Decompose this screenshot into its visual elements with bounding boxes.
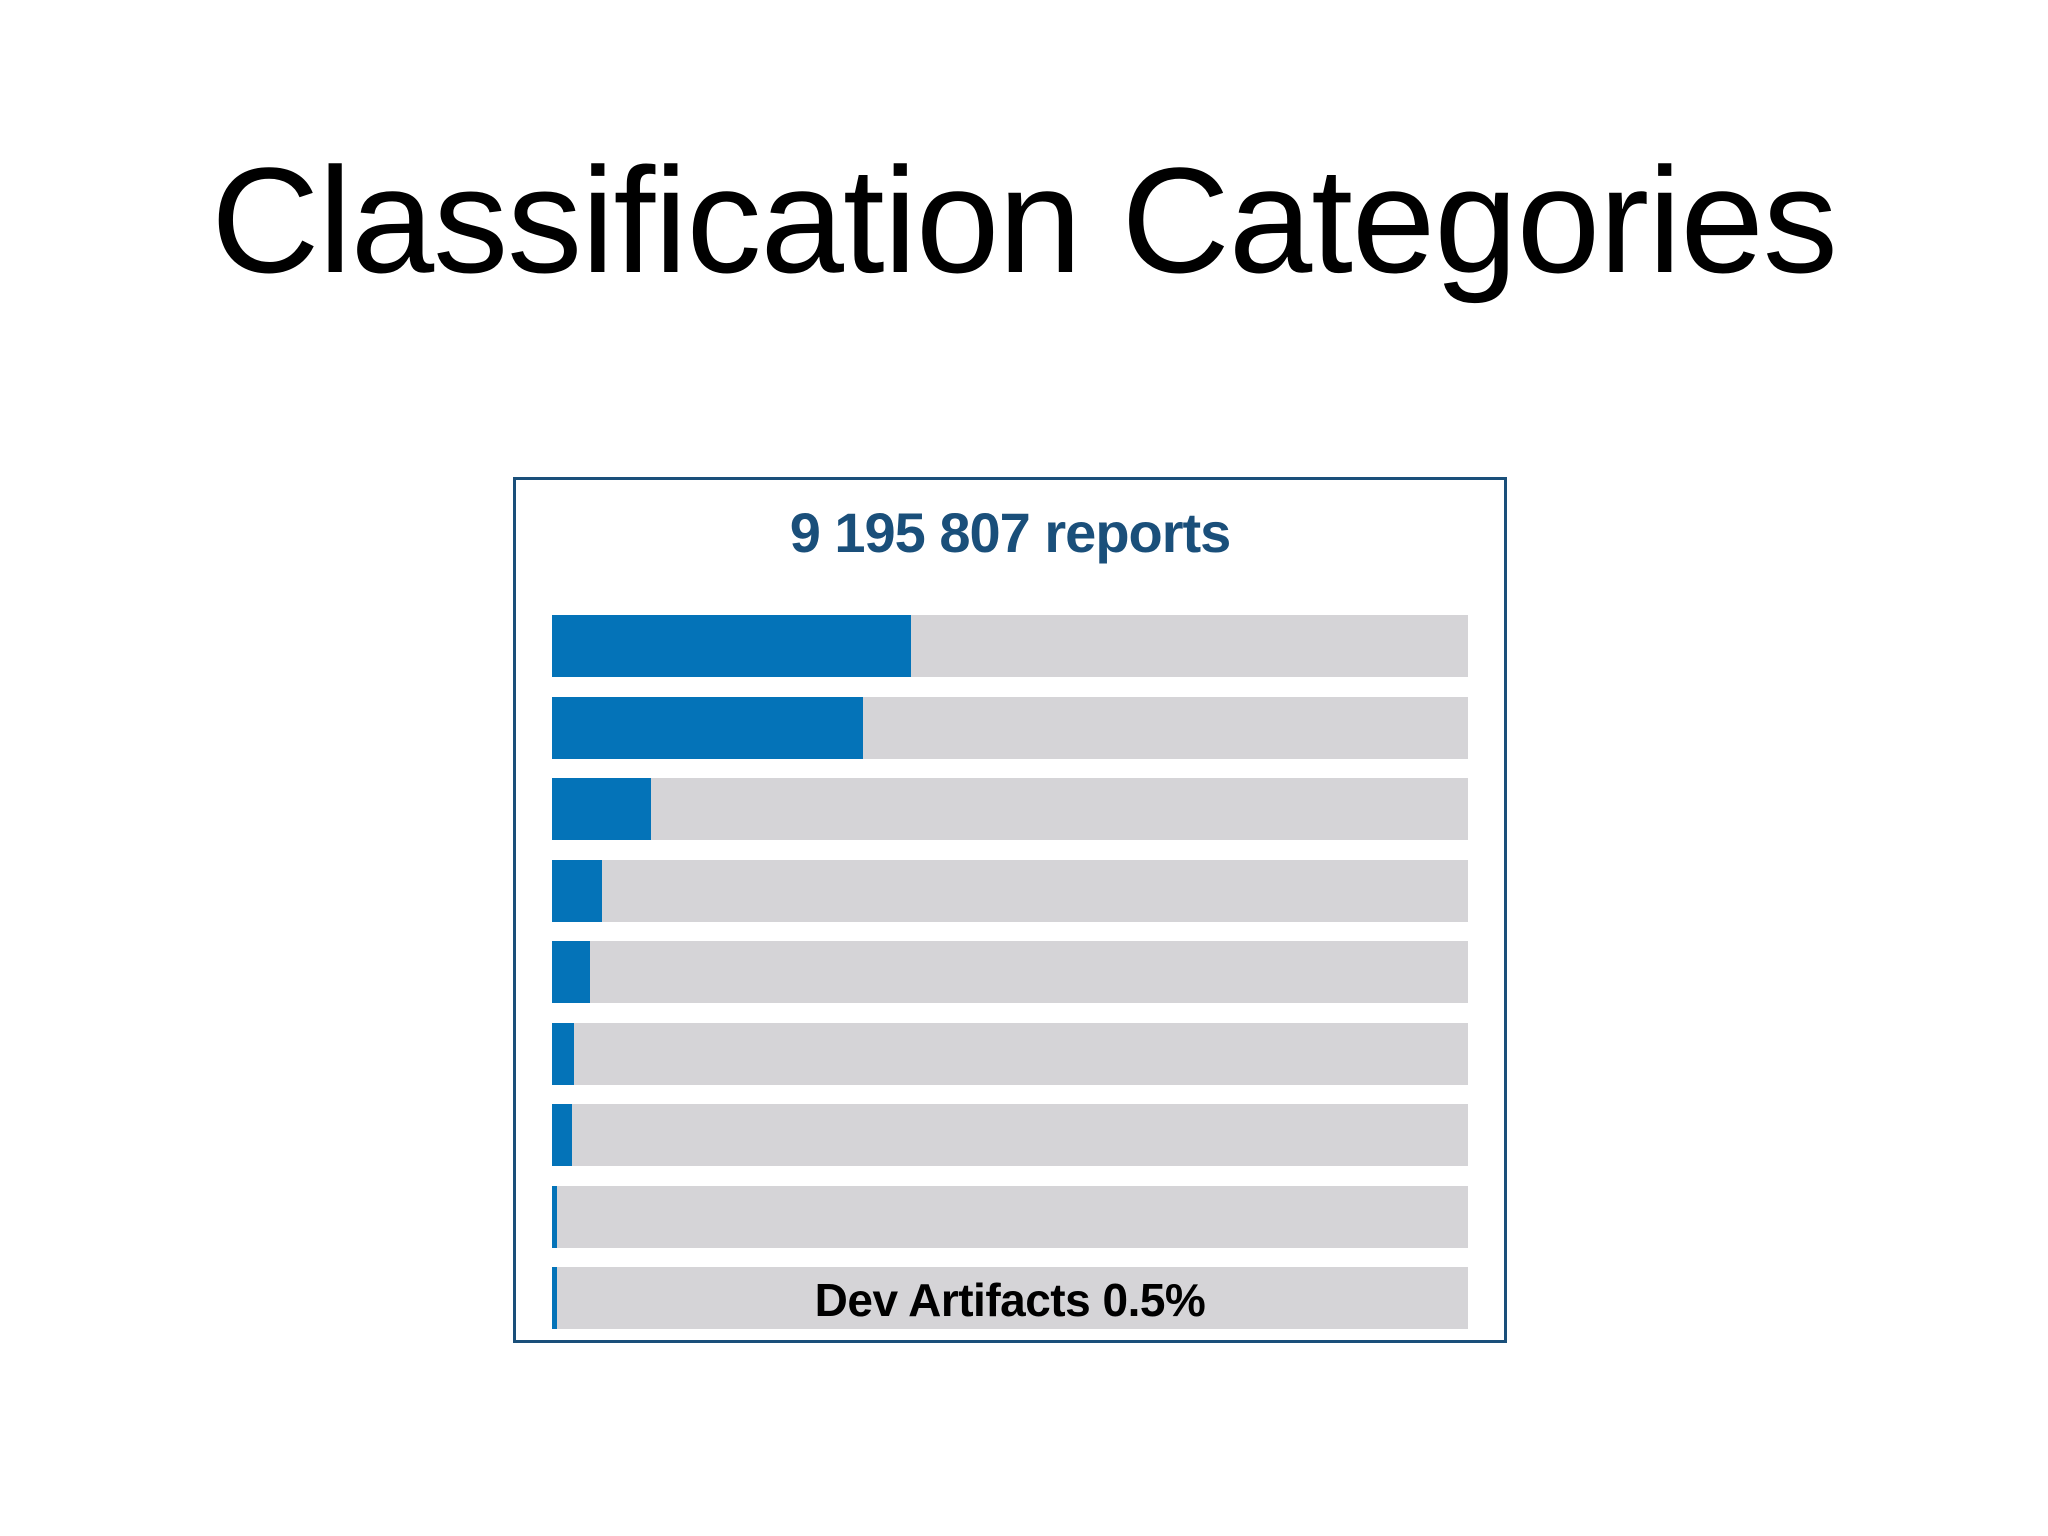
bar-track — [552, 941, 1468, 1003]
bar-track — [552, 1186, 1468, 1248]
bar — [552, 860, 603, 922]
bar-track — [552, 615, 1468, 677]
page-title: Classification Categories — [211, 136, 1838, 304]
bar-track — [552, 1023, 1468, 1085]
bar-label: Dev Artifacts 0.5% — [814, 1274, 1206, 1326]
bar-track — [552, 778, 1468, 840]
bar-track — [552, 860, 1468, 922]
chart-panel: 9 195 807 reports Dev Artifacts 0.5% — [513, 477, 1507, 1343]
bar — [552, 778, 651, 840]
bar — [552, 1023, 574, 1085]
bar — [552, 941, 591, 1003]
bar-chart: Dev Artifacts 0.5% — [552, 615, 1468, 1329]
bar — [552, 697, 864, 759]
bar-track — [552, 1104, 1468, 1166]
bar — [552, 1104, 573, 1166]
bar — [552, 1186, 557, 1248]
chart-title: 9 195 807 reports — [789, 501, 1232, 564]
bar-track — [552, 697, 1468, 759]
bar — [552, 1267, 557, 1329]
bar-track: Dev Artifacts 0.5% — [552, 1267, 1468, 1329]
bar — [552, 615, 912, 677]
